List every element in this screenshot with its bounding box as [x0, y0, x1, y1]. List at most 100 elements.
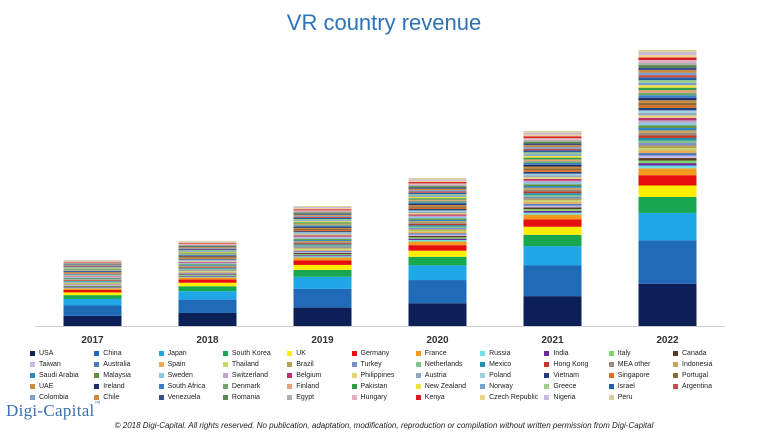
- legend-item-vietnam: Vietnam: [544, 370, 579, 381]
- legend-label: Greece: [553, 383, 577, 390]
- bar-segment-2022-israel: [638, 77, 697, 81]
- legend-label: Thailand: [231, 361, 259, 368]
- legend-swatch: [351, 351, 357, 356]
- legend-swatch: [30, 395, 35, 400]
- legend-item-czech-republic: Czech Republic: [480, 392, 538, 403]
- legend-label: Spain: [167, 361, 186, 368]
- bar-segment-2021-colombia: [523, 146, 582, 149]
- bar-segment-2021-israel: [523, 150, 582, 153]
- legend-swatch: [158, 351, 164, 356]
- bar-segment-2022-usa: [638, 283, 697, 326]
- bar-segment-2017-france: [63, 288, 122, 290]
- bar-segment-2020-indonesia: [408, 221, 467, 223]
- bar-segment-2019-philippines: [293, 234, 352, 236]
- bar-segment-2021-philippines: [523, 177, 582, 179]
- bar-segment-2021-taiwan: [523, 205, 582, 208]
- bar-segment-2022-italy: [638, 160, 697, 164]
- bar-segment-2019-italy: [293, 254, 352, 256]
- bar-segment-2018-australia: [178, 272, 237, 274]
- bar-segment-2021-chile: [523, 145, 582, 147]
- bar-segment-2020-philippines: [408, 213, 467, 215]
- bar-segment-2020-finland: [408, 199, 467, 201]
- logo-text: Digi-Capital: [6, 401, 95, 420]
- bar-segment-2019-chile: [293, 214, 352, 216]
- legend-swatch: [480, 384, 486, 389]
- bar-segment-2022-uk: [638, 185, 697, 197]
- legend-swatch: [480, 395, 486, 400]
- bar-segment-2021-thailand: [523, 200, 582, 203]
- bar-segment-2018-malaysia: [178, 264, 237, 265]
- bar-segment-2018-india: [178, 275, 237, 277]
- legend-swatch: [94, 373, 100, 378]
- legend-item-egypt: Egypt: [287, 392, 314, 403]
- bar-segment-2019-saudi-arabia: [293, 239, 352, 241]
- legend-label: Belgium: [296, 372, 322, 379]
- bar-segment-2022-austria: [638, 112, 697, 116]
- bar-segment-2020-poland: [408, 210, 467, 212]
- bar-segment-2018-new-zealand: [178, 251, 237, 253]
- bar-segment-2022-canada: [638, 158, 697, 161]
- bar-segment-2022-netherlands: [638, 140, 697, 143]
- legend-label: Malaysia: [103, 372, 131, 379]
- bar-segment-2021-denmark: [523, 161, 582, 163]
- legend-label: Peru: [617, 394, 633, 401]
- bar-segment-2018-egypt: [178, 244, 237, 246]
- bar-segment-2022-india: [638, 163, 697, 166]
- bar-segment-2018-turkey: [178, 269, 237, 271]
- bar-segment-2019-nigeria: [293, 207, 352, 209]
- bar-segment-2021-czech-republic: [523, 134, 582, 137]
- bar-segment-2017-mexico: [63, 281, 122, 282]
- bar-segment-2018-china: [178, 299, 237, 313]
- bar-segment-2018-russia: [178, 276, 237, 278]
- bar-segment-2017-australia: [63, 284, 122, 286]
- legend-label: Portugal: [682, 372, 709, 379]
- bar-segment-2018-peru: [178, 241, 237, 242]
- bar-segment-2019-austria: [293, 233, 352, 235]
- bar-segment-2018-vietnam: [178, 258, 237, 260]
- bar-segment-2019-germany: [293, 260, 352, 265]
- bar-segment-2022-colombia: [638, 72, 697, 76]
- bar-segment-2018-taiwan: [178, 273, 237, 275]
- legend-item-china: China: [94, 348, 122, 359]
- bar-segment-2017-hungary: [63, 262, 122, 263]
- bar-segment-2022-sweden: [638, 122, 697, 126]
- bar-segment-2019-canada: [293, 252, 352, 255]
- legend-label: New Zealand: [424, 383, 467, 390]
- bar-segment-2018-belgium: [178, 261, 237, 263]
- bar-segment-2021-south-africa: [523, 162, 582, 165]
- bar-segment-2019-hong-kong: [293, 243, 352, 245]
- chart-plot: 2017 2018 2019 2020 2021 2022: [35, 50, 725, 345]
- bar-segment-2021-peru: [523, 131, 582, 133]
- bar-segment-2019-poland: [293, 232, 352, 234]
- legend-swatch: [94, 362, 100, 367]
- bar-segment-2021-russia: [523, 212, 582, 215]
- bar-segment-2020-saudi-arabia: [408, 219, 467, 222]
- legend-label: Romania: [231, 394, 260, 401]
- bar-segment-2021-portugal: [523, 168, 582, 171]
- bar-segment-2018-nigeria: [178, 241, 237, 243]
- bar-segment-2020-malaysia: [408, 218, 467, 220]
- legend-label: China: [103, 350, 122, 357]
- bar-segment-2022-brazil: [638, 145, 697, 149]
- legend-label: Canada: [682, 350, 707, 357]
- bar-segment-2019-brazil: [293, 247, 352, 249]
- legend-swatch: [158, 373, 164, 378]
- bar-segment-2020-usa: [408, 303, 467, 326]
- legend-item-canada: Canada: [673, 348, 707, 359]
- bar-segment-2021-china: [523, 265, 582, 297]
- bar-segment-2017-philippines: [63, 275, 122, 277]
- bar-segment-2019-russia: [293, 256, 352, 258]
- bar-segment-2020-hong-kong: [408, 223, 467, 226]
- bar-segment-2022-mea-other: [638, 132, 697, 136]
- bar-segment-2017-austria: [63, 275, 122, 276]
- bar-segment-2019-china: [293, 288, 352, 308]
- legend-label: Czech Republic: [489, 394, 539, 401]
- bar-segment-2018-mea-other: [178, 266, 237, 268]
- legend-label: USA: [39, 350, 54, 357]
- legend-swatch: [94, 384, 100, 389]
- bar-segment-2020-norway: [408, 195, 467, 197]
- bar-segment-2019-norway: [293, 220, 352, 222]
- legend-label: Switzerland: [231, 372, 269, 379]
- legend-swatch: [30, 351, 35, 356]
- bar-segment-2022-russia: [638, 165, 697, 169]
